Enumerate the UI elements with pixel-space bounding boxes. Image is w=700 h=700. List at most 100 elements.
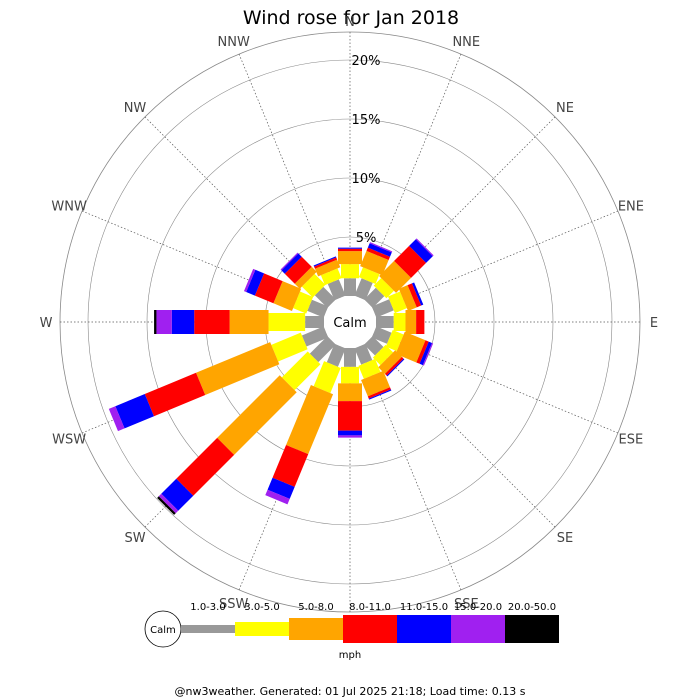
bar-E-5.0-8.0 (405, 310, 417, 334)
legend-swatch-20.0-50.0 (505, 615, 559, 643)
bar-NW-3.0-5.0 (301, 273, 326, 298)
bar-SSE-3.0-5.0 (358, 358, 381, 379)
bar-ESE-15.0-20.0 (422, 342, 434, 366)
legend-swatch-5.0-8.0 (289, 618, 343, 640)
bar-WSW-3.0-5.0 (271, 332, 308, 362)
bar-NW-5.0-8.0 (294, 266, 317, 289)
bar-S-5.0-8.0 (338, 383, 362, 402)
legend-unit: mph (339, 650, 361, 661)
bar-NNW-8.0-11.0 (314, 257, 338, 269)
bar-SSW-1.0-3.0 (326, 343, 346, 367)
legend-swatch-1.0-3.0 (181, 625, 235, 633)
legend-label-15.0-20.0: 15.0-20.0 (454, 602, 502, 613)
bar-SW-5.0-8.0 (217, 375, 297, 455)
grid-ring-15 (146, 118, 554, 526)
bar-WSW-8.0-11.0 (144, 372, 206, 417)
bar-NW-8.0-11.0 (284, 256, 312, 284)
bar-SSW-3.0-5.0 (313, 361, 341, 394)
bar-WNW-15.0-20.0 (243, 268, 256, 292)
bar-N-1.0-3.0 (344, 278, 356, 296)
bar-SSE-8.0-11.0 (367, 387, 391, 399)
bar-S-11.0-15.0 (338, 430, 362, 436)
legend-label-5.0-8.0: 5.0-8.0 (298, 602, 333, 613)
bar-S-3.0-5.0 (341, 366, 359, 384)
bar-SW-1.0-3.0 (309, 336, 336, 363)
bar-SE-3.0-5.0 (372, 344, 394, 366)
speed-legend: Calm 1.0-3.0 3.0-5.0 5.0-8.0 8.0-11.0 11.0-15… (144, 602, 559, 661)
bar-E-8.0-11.0 (416, 310, 425, 334)
bar-NE-5.0-8.0 (379, 260, 412, 293)
bar-ESE-5.0-8.0 (395, 331, 426, 363)
bar-WNW-5.0-8.0 (273, 281, 302, 311)
bar-NNE-8.0-11.0 (366, 247, 390, 261)
bar-SSW-11.0-15.0 (267, 477, 295, 499)
bar-N-3.0-5.0 (341, 264, 359, 279)
bar-E-3.0-5.0 (393, 313, 406, 331)
bar-SW-11.0-15.0 (161, 478, 194, 511)
bar-SSE-11.0-15.0 (368, 389, 392, 400)
bar-SW-15.0-20.0 (158, 493, 179, 514)
bar-ESE-1.0-3.0 (371, 326, 392, 344)
bar-W-3.0-5.0 (268, 313, 306, 331)
bar-WNW-3.0-5.0 (293, 291, 314, 314)
bar-N-8.0-11.0 (338, 248, 362, 252)
bar-SSW-5.0-8.0 (286, 385, 334, 455)
bar-NNW-5.0-8.0 (314, 259, 341, 277)
bar-N-11.0-15.0 (338, 247, 362, 249)
bar-NNW-11.0-15.0 (313, 256, 337, 267)
legend-swatch-3.0-5.0 (235, 622, 289, 636)
bar-ESE-11.0-15.0 (419, 341, 433, 366)
ring-label-20: 20% (352, 54, 381, 69)
bar-E-1.0-3.0 (376, 316, 394, 328)
bar-ENE-3.0-5.0 (388, 291, 407, 314)
bar-SSE-1.0-3.0 (354, 343, 373, 365)
ring-label-5: 5% (356, 231, 377, 246)
direction-label-NE: NE (556, 101, 574, 116)
direction-label-SE: SE (557, 531, 573, 546)
calm-label: Calm (333, 316, 366, 331)
bar-ENE-1.0-3.0 (371, 299, 394, 318)
bar-NW-11.0-15.0 (281, 253, 302, 274)
bar-SSW-8.0-11.0 (272, 445, 309, 487)
ring-label-15: 15% (352, 113, 381, 128)
bar-NE-3.0-5.0 (373, 278, 394, 299)
legend-swatch-11.0-15.0 (397, 615, 451, 643)
bar-NE-11.0-15.0 (409, 239, 433, 263)
direction-label-NNE: NNE (452, 35, 480, 50)
direction-label-SW: SW (124, 531, 145, 546)
bar-WNW-1.0-3.0 (307, 299, 329, 318)
wind-bars (108, 238, 434, 515)
legend-label-20.0-50.0: 20.0-50.0 (508, 602, 556, 613)
bar-SSE-5.0-8.0 (361, 370, 390, 397)
bar-SW-8.0-11.0 (176, 437, 235, 496)
chart-title: Wind rose for Jan 2018 (243, 7, 459, 29)
bar-NNE-3.0-5.0 (358, 267, 380, 284)
bar-WSW-1.0-3.0 (301, 326, 329, 347)
legend-calm-label: Calm (150, 625, 176, 636)
legend-swatch-8.0-11.0 (343, 615, 397, 643)
bar-W-8.0-11.0 (194, 310, 230, 334)
legend-label-8.0-11.0: 8.0-11.0 (349, 602, 391, 613)
bar-W-1.0-3.0 (305, 316, 324, 328)
bar-W-5.0-8.0 (229, 310, 269, 334)
direction-label-NNW: NNW (218, 35, 250, 50)
axis-labels: NNNENEENEEESESESSESSSWSWWSWWWNWNWNNW5%10… (40, 15, 659, 632)
bar-NNE-11.0-15.0 (367, 243, 392, 257)
footer-text: @nw3weather. Generated: 01 Jul 2025 21:1… (175, 685, 526, 698)
bar-NNE-1.0-3.0 (354, 278, 373, 301)
legend-label-3.0-5.0: 3.0-5.0 (244, 602, 279, 613)
bar-WSW-11.0-15.0 (115, 394, 154, 429)
bar-SE-11.0-15.0 (386, 358, 405, 377)
bar-ENE-5.0-8.0 (398, 285, 417, 311)
bar-NNW-1.0-3.0 (327, 279, 346, 301)
bar-W-11.0-15.0 (171, 310, 195, 334)
bar-ENE-8.0-11.0 (407, 283, 422, 308)
bar-ESE-8.0-11.0 (416, 340, 429, 364)
direction-label-ENE: ENE (618, 200, 644, 215)
legend-label-1.0-3.0: 1.0-3.0 (190, 602, 225, 613)
bar-ENE-11.0-15.0 (411, 282, 424, 306)
legend-label-11.0-15.0: 11.0-15.0 (400, 602, 448, 613)
direction-label-NW: NW (124, 101, 147, 116)
bar-WSW-5.0-8.0 (196, 342, 280, 395)
